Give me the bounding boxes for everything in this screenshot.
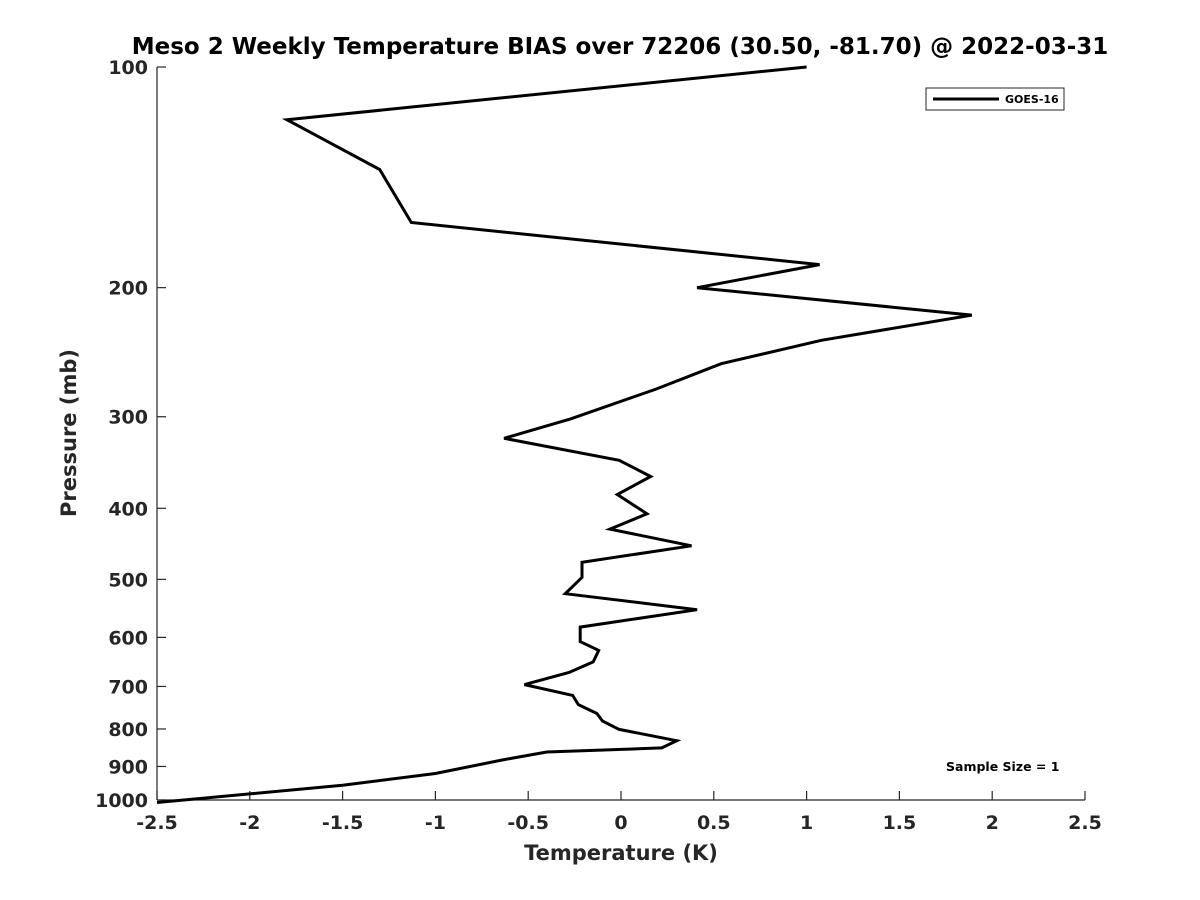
x-tick-label: 0.5 xyxy=(697,812,731,834)
y-tick-label: 500 xyxy=(108,569,148,591)
plot-axes xyxy=(156,67,1085,801)
x-tick-label: 0 xyxy=(614,812,627,834)
x-axis-label: Temperature (K) xyxy=(524,841,718,865)
sample-size-annotation: Sample Size = 1 xyxy=(946,759,1059,774)
x-tick-label: 1 xyxy=(800,812,813,834)
y-tick-label: 400 xyxy=(108,498,148,520)
x-tick-label: -2 xyxy=(239,812,260,834)
chart-title: Meso 2 Weekly Temperature BIAS over 7220… xyxy=(132,34,1109,60)
x-tick-label: -2.5 xyxy=(136,812,178,834)
x-tick-label: -1 xyxy=(425,812,446,834)
x-tick-label: 2.5 xyxy=(1068,812,1102,834)
x-tick-label: 1.5 xyxy=(883,812,917,834)
y-tick-label: 300 xyxy=(108,407,148,429)
x-tick-label: 2 xyxy=(986,812,999,834)
y-axis-ticks: 100 200 300 400 500 600 700 800 900 1000 xyxy=(95,57,166,812)
x-axis-ticks: -2.5 -2 -1.5 -1 -0.5 0 0.5 1 1.5 2 2.5 xyxy=(136,791,1102,834)
series-line-goes-16 xyxy=(156,65,973,804)
x-tick-label: -0.5 xyxy=(507,812,549,834)
y-tick-label: 600 xyxy=(108,627,148,649)
y-tick-label: 900 xyxy=(108,756,148,778)
legend: GOES-16 xyxy=(925,87,1065,111)
y-tick-label: 100 xyxy=(108,57,148,79)
y-tick-label: 200 xyxy=(108,278,148,300)
y-tick-label: 800 xyxy=(108,719,148,741)
x-tick-label: -1.5 xyxy=(322,812,364,834)
y-tick-label: 1000 xyxy=(95,790,148,812)
y-axis-label: Pressure (mb) xyxy=(57,349,81,517)
legend-label-goes-16: GOES-16 xyxy=(1005,93,1059,106)
y-tick-label: 700 xyxy=(108,676,148,698)
